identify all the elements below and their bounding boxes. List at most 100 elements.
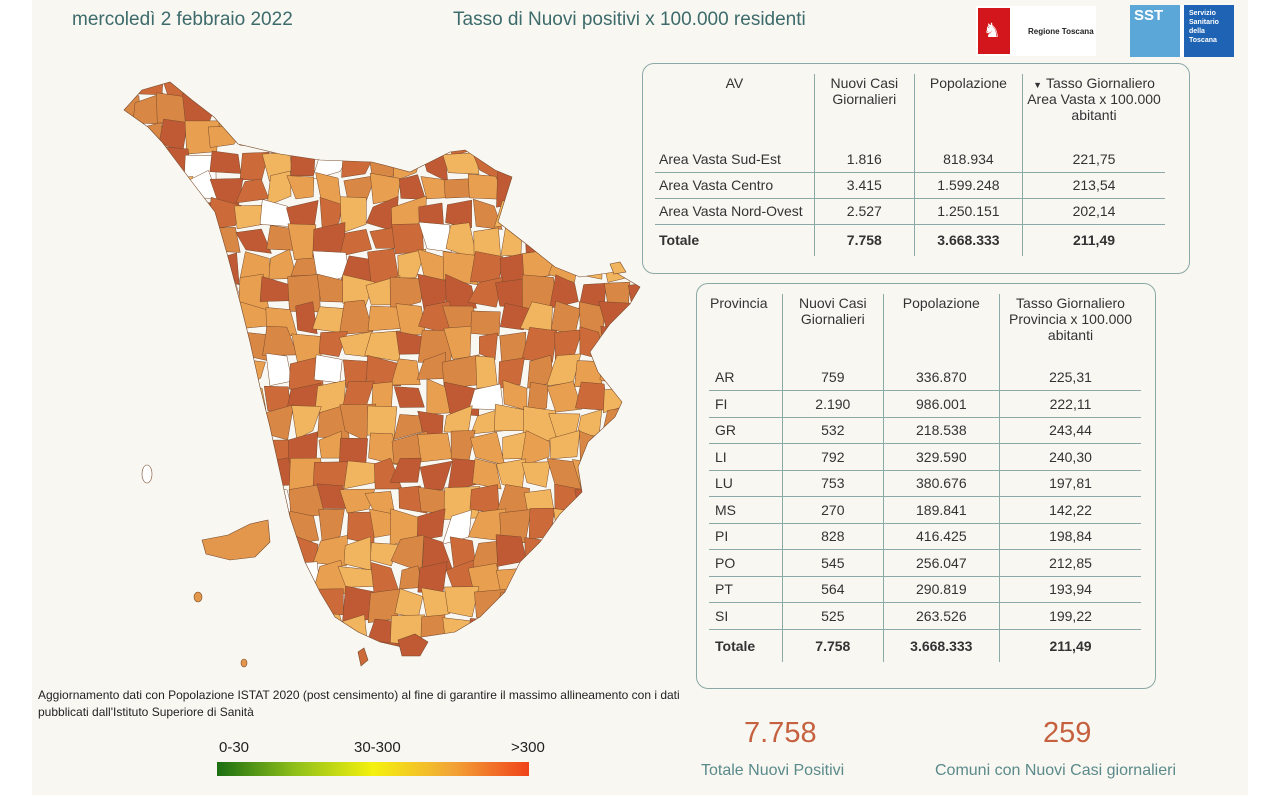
municipality-region[interactable] (315, 121, 348, 156)
municipality-region[interactable] (160, 641, 191, 672)
municipality-region[interactable] (549, 560, 579, 593)
municipality-region[interactable] (598, 92, 634, 128)
municipality-region[interactable] (110, 126, 140, 156)
municipality-region[interactable] (130, 203, 166, 225)
municipality-region[interactable] (524, 223, 557, 255)
municipality-region[interactable] (267, 94, 295, 130)
municipality-region[interactable] (183, 383, 219, 413)
municipality-region[interactable] (211, 72, 238, 103)
municipality-region[interactable] (370, 121, 401, 154)
municipality-region[interactable] (441, 100, 479, 130)
municipality-region[interactable] (500, 226, 523, 257)
municipality-region[interactable] (550, 638, 583, 672)
prov-header-cases[interactable]: Nuovi Casi Giornalieri (782, 294, 884, 364)
municipality-region[interactable] (188, 72, 214, 97)
municipality-region[interactable] (112, 352, 140, 381)
municipality-region[interactable] (338, 643, 376, 671)
municipality-region[interactable] (161, 251, 192, 285)
municipality-region[interactable] (389, 457, 422, 483)
municipality-region[interactable] (470, 310, 501, 336)
municipality-region[interactable] (528, 507, 555, 540)
municipality-region[interactable] (140, 309, 167, 333)
municipality-region[interactable] (521, 668, 555, 672)
municipality-region[interactable] (367, 305, 401, 332)
municipality-region[interactable] (600, 229, 630, 258)
municipality-region[interactable] (110, 72, 136, 103)
municipality-region[interactable] (546, 176, 581, 203)
municipality-region[interactable] (599, 586, 634, 623)
municipality-region[interactable] (111, 171, 142, 200)
municipality-region[interactable] (629, 562, 655, 598)
municipality-region[interactable] (140, 667, 161, 672)
municipality-region[interactable] (625, 353, 655, 387)
municipality-region[interactable] (574, 637, 607, 670)
municipality-region[interactable] (624, 404, 655, 433)
municipality-region[interactable] (520, 430, 550, 467)
municipality-region[interactable] (190, 277, 218, 311)
prov-row[interactable]: GR 532 218.538 243,44 (709, 417, 1141, 444)
prov-row[interactable]: LU 753 380.676 197,81 (709, 470, 1141, 497)
av-header-cases[interactable]: Nuovi Casi Giornalieri (813, 74, 915, 146)
municipality-region[interactable] (182, 252, 215, 283)
prov-header-provincia[interactable]: Provincia (710, 295, 768, 311)
prov-row[interactable]: MS 270 189.841 142,22 (709, 496, 1141, 524)
municipality-region[interactable] (131, 642, 166, 672)
prov-row[interactable]: PT 564 290.819 193,94 (709, 576, 1141, 603)
municipality-region[interactable] (237, 436, 269, 463)
municipality-region[interactable] (393, 414, 423, 440)
av-total-row[interactable]: Totale 7.758 3.668.333 211,49 (655, 223, 1165, 256)
municipality-region[interactable] (626, 433, 655, 467)
municipality-region[interactable] (479, 332, 498, 361)
municipality-region[interactable] (184, 332, 215, 361)
municipality-region[interactable] (243, 359, 266, 389)
municipality-region[interactable] (624, 618, 655, 648)
municipality-region[interactable] (110, 540, 141, 570)
municipality-region[interactable] (367, 97, 393, 125)
av-header-population[interactable]: Popolazione (913, 74, 1023, 146)
municipality-region[interactable] (318, 508, 345, 546)
prov-row[interactable]: SI 525 263.526 199,22 (709, 602, 1141, 630)
prov-total-row[interactable]: Totale 7.758 3.668.333 211,49 (709, 628, 1141, 662)
municipality-region[interactable] (289, 640, 322, 672)
municipality-region[interactable] (186, 665, 219, 672)
municipality-region[interactable] (312, 612, 348, 643)
municipality-region[interactable] (634, 379, 655, 408)
municipality-region[interactable] (555, 666, 584, 672)
municipality-region[interactable] (574, 198, 604, 232)
municipality-region[interactable] (442, 639, 476, 672)
municipality-region[interactable] (475, 96, 502, 127)
sort-descending-icon[interactable]: ▼ (1033, 80, 1042, 90)
municipality-region[interactable] (341, 121, 375, 153)
municipality-region[interactable] (554, 97, 581, 124)
municipality-region[interactable] (525, 72, 558, 104)
municipality-region[interactable] (294, 72, 323, 104)
municipality-region[interactable] (265, 565, 296, 591)
municipality-region[interactable] (417, 508, 446, 542)
municipality-region[interactable] (469, 251, 504, 283)
municipality-region[interactable] (216, 457, 235, 493)
municipality-region[interactable] (522, 561, 558, 592)
municipality-region[interactable] (316, 92, 350, 128)
municipality-region[interactable] (467, 276, 504, 308)
municipality-region[interactable] (291, 405, 322, 440)
municipality-region[interactable] (520, 615, 557, 647)
municipality-region[interactable] (111, 665, 133, 672)
municipality-region[interactable] (318, 72, 343, 102)
municipality-region[interactable] (397, 248, 427, 279)
municipality-region[interactable] (111, 143, 135, 181)
municipality-region[interactable] (156, 535, 192, 571)
municipality-region[interactable] (602, 665, 632, 672)
municipality-region[interactable] (626, 538, 655, 571)
municipality-region[interactable] (110, 616, 135, 644)
municipality-region[interactable] (470, 666, 505, 672)
municipality-region[interactable] (599, 359, 634, 387)
prov-row[interactable]: FI 2.190 986.001 222,11 (709, 390, 1141, 418)
municipality-region[interactable] (289, 93, 320, 129)
municipality-region[interactable] (160, 592, 186, 620)
municipality-region[interactable] (468, 638, 501, 672)
municipality-region[interactable] (185, 642, 212, 671)
municipality-region[interactable] (365, 667, 393, 672)
municipality-region[interactable] (135, 562, 164, 595)
municipality-region[interactable] (161, 223, 188, 255)
municipality-region[interactable] (241, 613, 269, 647)
